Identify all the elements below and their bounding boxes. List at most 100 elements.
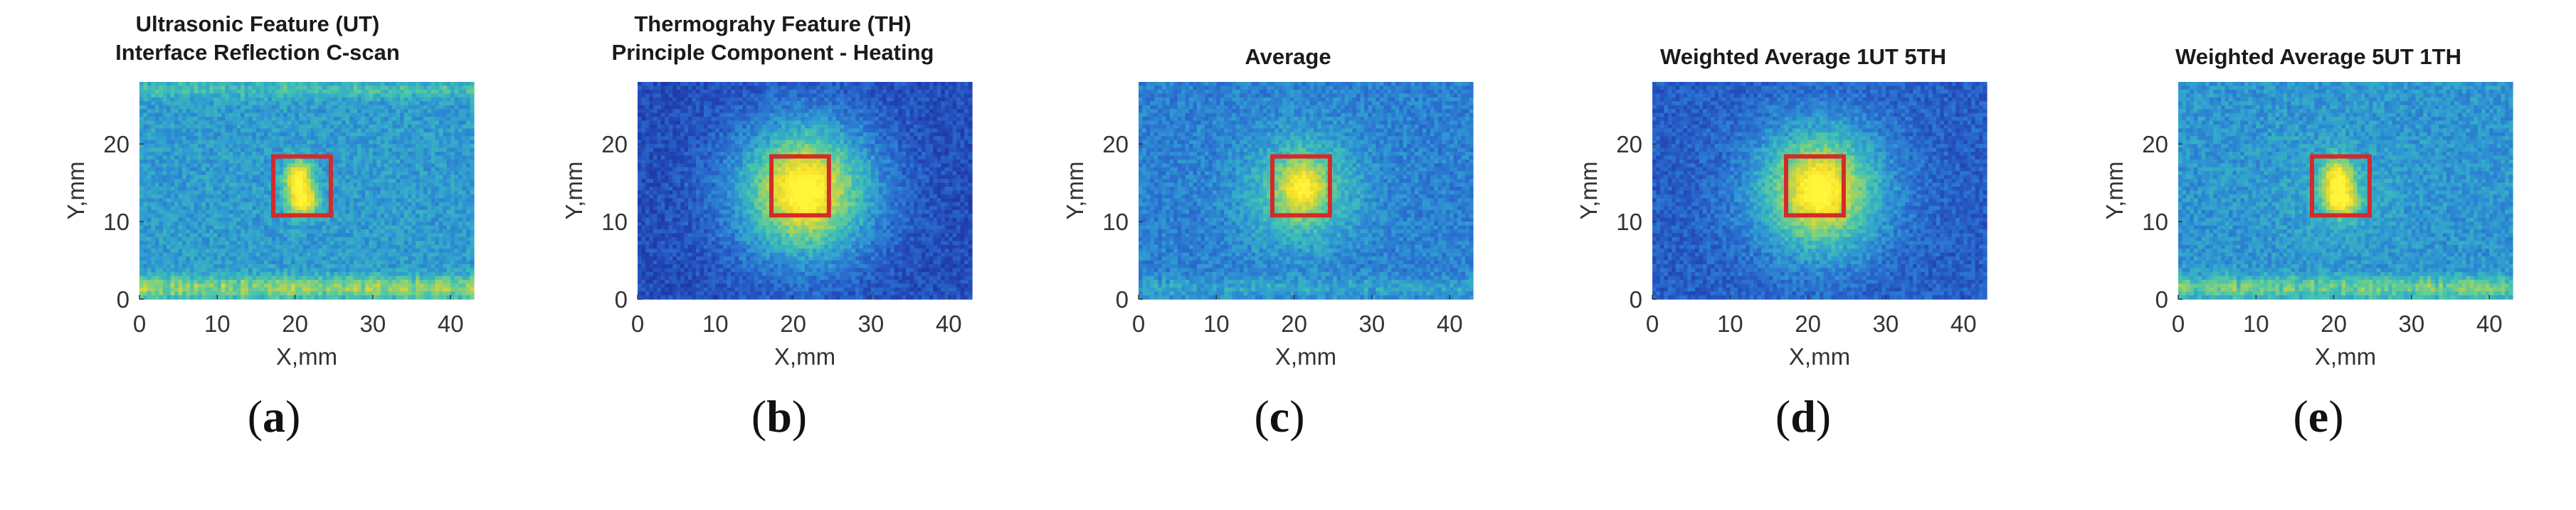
heatmap-cell — [318, 252, 323, 257]
heatmap-cell — [299, 159, 304, 164]
heatmap-cell — [431, 182, 436, 187]
heatmap-cell — [435, 182, 440, 187]
heatmap-cell — [279, 128, 284, 133]
heatmap-cell — [314, 256, 319, 261]
heatmap-cell — [170, 229, 175, 234]
heatmap-cell — [174, 206, 179, 211]
heatmap-cell — [174, 271, 179, 276]
heatmap-cell — [754, 82, 759, 87]
heatmap-cell — [334, 93, 339, 98]
heatmap-cell — [446, 190, 451, 195]
heatmap-cell — [466, 152, 471, 157]
heatmap-cell — [213, 249, 218, 254]
heatmap-cell — [403, 120, 408, 125]
heatmap-cell — [438, 190, 443, 195]
heatmap-cell — [310, 287, 315, 292]
heatmap-cell — [314, 217, 319, 222]
heatmap-cell — [241, 279, 246, 284]
heatmap-cell — [178, 271, 183, 276]
heatmap-cell — [279, 194, 284, 199]
heatmap-cell — [446, 132, 451, 137]
heatmap-cell — [438, 82, 443, 87]
heatmap-cell — [291, 279, 296, 284]
heatmap-cell — [388, 260, 393, 265]
heatmap-cell — [334, 217, 339, 222]
heatmap-cell — [766, 85, 771, 90]
heatmap-cell — [197, 179, 203, 184]
heatmap-cell — [190, 217, 195, 222]
heatmap-cell — [221, 159, 226, 164]
heatmap-cell — [380, 167, 385, 172]
heatmap-cell — [225, 268, 230, 273]
heatmap-cell — [703, 82, 708, 87]
heatmap-cell — [898, 82, 903, 87]
heatmap-cell — [147, 93, 152, 98]
heatmap-cell — [364, 124, 370, 129]
heatmap-cell — [194, 194, 199, 199]
heatmap-cell — [364, 217, 370, 222]
heatmap-cell — [201, 89, 206, 94]
heatmap-cell — [446, 249, 451, 254]
heatmap-cell — [396, 171, 401, 176]
heatmap-cell — [299, 124, 304, 129]
heatmap-cell — [255, 206, 261, 211]
heatmap-cell — [419, 159, 424, 164]
heatmap-cell — [167, 105, 171, 110]
heatmap-cell — [353, 128, 358, 133]
heatmap-cell — [225, 85, 230, 90]
heatmap-cell — [174, 97, 179, 102]
heatmap-cell — [372, 147, 377, 152]
heatmap-cell — [329, 128, 334, 133]
heatmap-cell — [337, 101, 342, 106]
heatmap-cell — [260, 202, 265, 207]
heatmap-cell — [376, 256, 381, 261]
heatmap-cell — [427, 268, 432, 273]
heatmap-cell — [789, 82, 794, 87]
heatmap-cell — [427, 89, 432, 94]
heatmap-cell — [384, 109, 389, 114]
heatmap-cell — [147, 120, 152, 125]
heatmap-cell — [376, 159, 381, 164]
heatmap-cell — [454, 252, 459, 257]
heatmap-cell — [314, 144, 319, 149]
heatmap-cell — [353, 117, 358, 122]
heatmap-cell — [174, 222, 179, 227]
heatmap-cell — [213, 209, 218, 214]
heatmap-cell — [396, 159, 401, 164]
heatmap-cell — [427, 109, 432, 114]
heatmap-cell — [162, 209, 167, 214]
heatmap-cell — [431, 256, 436, 261]
heatmap-cell — [213, 217, 218, 222]
heatmap-cell — [438, 117, 443, 122]
heatmap-cell — [848, 82, 852, 87]
heatmap-cell — [248, 264, 253, 269]
heatmap-cell — [236, 187, 241, 192]
heatmap-cell — [310, 249, 315, 254]
heatmap-cell — [201, 101, 206, 106]
heatmap-cell — [147, 140, 152, 145]
heatmap-cell — [186, 260, 191, 265]
heatmap-cell — [170, 89, 175, 94]
heatmap-cell — [458, 194, 463, 199]
heatmap-cell — [342, 182, 347, 187]
heatmap-cell — [454, 202, 459, 207]
heatmap-cell — [143, 241, 148, 246]
heatmap-cell — [372, 155, 377, 160]
heatmap-cell — [334, 222, 339, 227]
heatmap-cell — [279, 209, 284, 214]
heatmap-cell — [151, 187, 156, 192]
heatmap-cell — [396, 295, 401, 300]
heatmap-cell — [225, 140, 230, 145]
heatmap-cell — [271, 271, 276, 276]
heatmap-cell — [326, 175, 331, 179]
heatmap-cell — [236, 179, 241, 184]
heatmap-cell — [384, 159, 389, 164]
heatmap-cell — [462, 229, 467, 234]
heatmap-cell — [182, 97, 187, 102]
heatmap-cell — [416, 179, 421, 184]
heatmap-cell — [345, 260, 350, 265]
heatmap-cell — [462, 85, 467, 90]
heatmap-cell — [380, 93, 385, 98]
heatmap-cell — [419, 105, 424, 110]
heatmap-cell — [318, 167, 323, 172]
